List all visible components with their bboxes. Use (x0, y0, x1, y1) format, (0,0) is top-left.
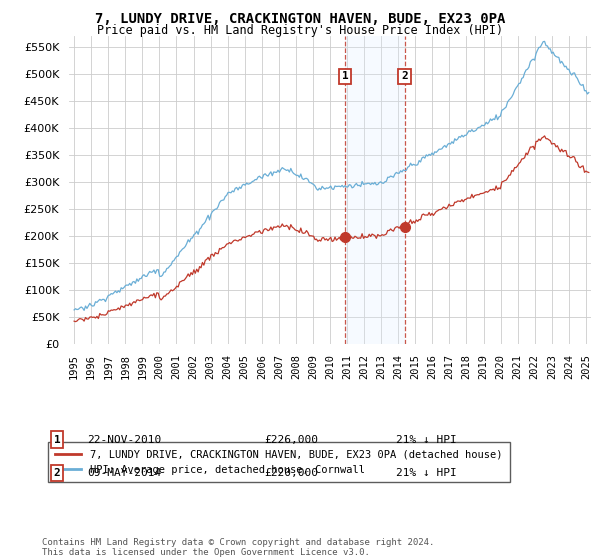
Text: 1: 1 (342, 72, 349, 81)
Text: 22-NOV-2010: 22-NOV-2010 (87, 435, 161, 445)
Text: 1: 1 (53, 435, 61, 445)
Text: 09-MAY-2014: 09-MAY-2014 (87, 468, 161, 478)
Text: £220,000: £220,000 (264, 468, 318, 478)
Text: 2: 2 (53, 468, 61, 478)
Text: 21% ↓ HPI: 21% ↓ HPI (396, 435, 457, 445)
Text: 7, LUNDY DRIVE, CRACKINGTON HAVEN, BUDE, EX23 0PA: 7, LUNDY DRIVE, CRACKINGTON HAVEN, BUDE,… (95, 12, 505, 26)
Text: 21% ↓ HPI: 21% ↓ HPI (396, 468, 457, 478)
Text: £226,000: £226,000 (264, 435, 318, 445)
Text: Contains HM Land Registry data © Crown copyright and database right 2024.
This d: Contains HM Land Registry data © Crown c… (42, 538, 434, 557)
Bar (345, 36, 404, 344)
Legend: 7, LUNDY DRIVE, CRACKINGTON HAVEN, BUDE, EX23 0PA (detached house), HPI: Average: 7, LUNDY DRIVE, CRACKINGTON HAVEN, BUDE,… (48, 442, 509, 482)
Text: 2: 2 (401, 72, 408, 81)
Text: Price paid vs. HM Land Registry's House Price Index (HPI): Price paid vs. HM Land Registry's House … (97, 24, 503, 36)
